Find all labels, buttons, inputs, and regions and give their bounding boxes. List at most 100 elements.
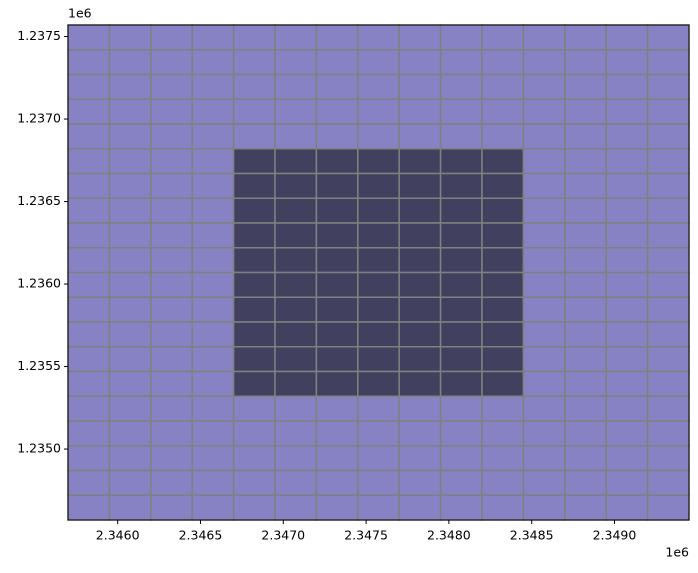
grid-cell <box>522 370 566 397</box>
grid-cell <box>191 420 235 447</box>
grid-cell <box>191 469 235 496</box>
grid-cell <box>191 197 235 224</box>
grid-cell <box>150 98 193 125</box>
grid-cell <box>605 197 649 224</box>
grid-cell <box>150 24 193 51</box>
grid-cell <box>646 172 690 199</box>
grid-cell <box>191 172 235 199</box>
grid-cell <box>150 445 193 472</box>
grid-cell <box>108 24 152 51</box>
grid-cell <box>274 370 318 397</box>
grid-cell <box>191 247 235 274</box>
grid-cell <box>357 197 400 224</box>
grid-cell <box>191 370 235 397</box>
grid-cell <box>191 494 235 521</box>
grid-cell <box>274 222 318 249</box>
grid-cell <box>439 494 483 521</box>
grid-cell <box>150 271 193 298</box>
grid-cell <box>150 469 193 496</box>
grid-cell <box>108 49 152 76</box>
grid-cell <box>232 420 276 447</box>
grid-cell <box>646 370 690 397</box>
grid-cell <box>646 98 690 125</box>
grid-cell <box>67 148 111 175</box>
grid-cell <box>232 494 276 521</box>
grid-cell <box>564 247 607 274</box>
grid-cell <box>564 73 607 100</box>
grid-cell <box>522 123 566 150</box>
grid-cell <box>398 148 442 175</box>
grid-cell <box>315 73 359 100</box>
grid-cell <box>315 49 359 76</box>
grid-cell <box>605 49 649 76</box>
grid-cell <box>108 321 152 348</box>
grid-cell <box>522 445 566 472</box>
grid-cell <box>315 420 359 447</box>
grid-cell <box>67 197 111 224</box>
grid-cell <box>315 271 359 298</box>
grid-cell <box>232 469 276 496</box>
grid-cell <box>481 469 525 496</box>
grid-cell <box>274 271 318 298</box>
grid-cell <box>439 321 483 348</box>
grid-cell <box>481 222 525 249</box>
grid-cell <box>439 346 483 373</box>
grid-cell <box>646 197 690 224</box>
x-tick-label: 2.3460 <box>96 528 140 543</box>
grid-cell <box>191 73 235 100</box>
grid-cell <box>398 271 442 298</box>
grid-cell <box>232 222 276 249</box>
grid-cell <box>439 49 483 76</box>
grid-cell <box>67 271 111 298</box>
grid-cell <box>150 172 193 199</box>
grid-cell <box>232 271 276 298</box>
grid-cell <box>274 395 318 422</box>
grid-cell <box>315 197 359 224</box>
grid-cell <box>67 296 111 323</box>
grid-cell <box>605 172 649 199</box>
x-tick-label: 2.3480 <box>427 528 471 543</box>
grid-cell <box>108 197 152 224</box>
grid-cell <box>315 172 359 199</box>
grid-cell <box>522 247 566 274</box>
x-tick-label: 2.3465 <box>179 528 223 543</box>
grid-cell <box>274 247 318 274</box>
grid-cell <box>481 197 525 224</box>
grid-cell <box>481 123 525 150</box>
grid-cell <box>67 321 111 348</box>
grid-cell <box>150 346 193 373</box>
grid-cell <box>67 420 111 447</box>
grid-cell <box>357 98 400 125</box>
grid-cell <box>605 247 649 274</box>
grid-cell <box>439 296 483 323</box>
grid-cell <box>564 445 607 472</box>
grid-cell <box>150 49 193 76</box>
grid-cell <box>274 420 318 447</box>
grid-cell <box>357 469 400 496</box>
grid-cell <box>605 73 649 100</box>
grid-cell <box>232 296 276 323</box>
grid-cell <box>67 469 111 496</box>
grid-cell <box>108 346 152 373</box>
grid-cell <box>522 73 566 100</box>
grid-cell <box>108 271 152 298</box>
grid-cell <box>522 296 566 323</box>
grid-cell <box>232 148 276 175</box>
grid-cell <box>605 271 649 298</box>
grid-cell <box>646 148 690 175</box>
grid-cell <box>108 370 152 397</box>
grid-cell <box>108 247 152 274</box>
grid-cell <box>315 321 359 348</box>
grid-cell <box>398 247 442 274</box>
grid-cell <box>564 197 607 224</box>
grid-cell <box>191 346 235 373</box>
grid-cell <box>564 494 607 521</box>
grid-cell <box>646 346 690 373</box>
grid-cell <box>646 321 690 348</box>
grid-cell <box>191 222 235 249</box>
grid-cell <box>232 395 276 422</box>
grid-cell <box>274 494 318 521</box>
grid-cell <box>357 24 400 51</box>
grid-cell <box>564 172 607 199</box>
grid-cell <box>398 172 442 199</box>
